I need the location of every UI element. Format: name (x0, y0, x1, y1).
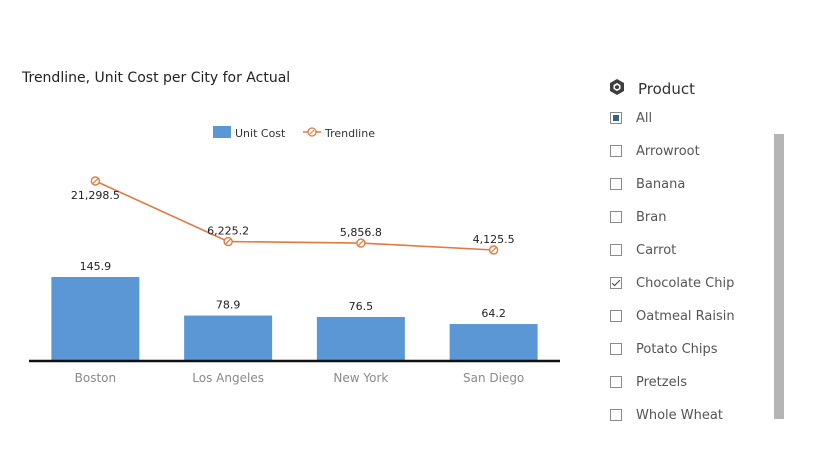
bar (449, 324, 538, 361)
checkbox[interactable] (610, 310, 622, 322)
bar-value-label: 78.9 (216, 299, 241, 312)
bar (316, 316, 405, 361)
checkbox[interactable] (610, 178, 622, 190)
checkbox[interactable] (610, 211, 622, 223)
filter-title: Product (638, 80, 695, 98)
filter-item-label: Bran (636, 209, 667, 225)
filter-item[interactable]: Bran (610, 206, 666, 228)
filter-item-label: Chocolate Chip (636, 275, 735, 291)
trendline-point-mark (225, 238, 232, 245)
filter-item-label: Whole Wheat (636, 407, 723, 423)
trendline-value-label: 21,298.5 (71, 189, 120, 202)
checkbox[interactable] (610, 112, 622, 124)
filter-item-label: Potato Chips (636, 341, 718, 357)
trendline-value-label: 6,225.2 (207, 225, 249, 238)
x-tick-label: Boston (75, 371, 116, 385)
filter-item[interactable]: Chocolate Chip (610, 272, 734, 294)
checkbox[interactable] (610, 376, 622, 388)
legend-label: Unit Cost (235, 127, 286, 140)
filter-item[interactable]: Carrot (610, 239, 676, 261)
filter-item[interactable]: Whole Wheat (610, 404, 723, 426)
trendline-point-mark (490, 247, 497, 253)
chart-title: Trendline, Unit Cost per City for Actual (22, 70, 291, 86)
filter-item-label: All (636, 110, 653, 126)
x-tick-label: Los Angeles (192, 371, 264, 385)
filter-item[interactable]: Potato Chips (610, 338, 718, 360)
filter-item[interactable]: Pretzels (610, 371, 687, 393)
x-tick-label: New York (333, 371, 388, 385)
filter-item[interactable]: Banana (610, 173, 685, 195)
trendline-value-label: 5,856.8 (340, 226, 382, 239)
trendline-point-mark (357, 240, 364, 246)
filter-item-label: Banana (636, 176, 686, 192)
trendline (95, 180, 494, 251)
filter-item-label: Pretzels (636, 374, 687, 390)
legend-swatch-point-mark (309, 129, 315, 135)
bar-value-label: 76.5 (349, 300, 374, 313)
x-tick-label: San Diego (463, 371, 524, 385)
scrollbar[interactable] (774, 134, 784, 419)
trendline-value-label: 4,125.5 (473, 233, 515, 246)
legend-label: Trendline (324, 127, 375, 140)
filter-item[interactable]: All (610, 107, 652, 129)
filter-item-label: Carrot (636, 242, 677, 258)
trendline-point-mark (92, 178, 99, 184)
bar-value-label: 64.2 (481, 307, 506, 320)
checkbox[interactable] (610, 244, 622, 256)
checkbox[interactable] (610, 343, 622, 355)
checkbox[interactable] (610, 409, 622, 421)
product-filter-panel: Product All Arrowroot Banana Bran Carrot Choc… (600, 72, 800, 432)
bar-value-label: 145.9 (80, 260, 112, 273)
filter-item-label: Oatmeal Raisin (636, 308, 735, 324)
checkbox[interactable] (610, 277, 622, 289)
filter-item[interactable]: Arrowroot (610, 140, 700, 162)
legend-swatch-bar (213, 126, 231, 138)
filter-item[interactable]: Oatmeal Raisin (610, 305, 735, 327)
chart: 145.9 Boston 78.9 Los Angeles 76.5 New York 64… (29, 126, 560, 385)
bar (51, 277, 140, 361)
checkbox[interactable] (610, 145, 622, 157)
filter-header: Product (608, 78, 695, 100)
filter-item-label: Arrowroot (636, 143, 700, 159)
cube-icon (608, 78, 626, 100)
bar (184, 315, 273, 361)
